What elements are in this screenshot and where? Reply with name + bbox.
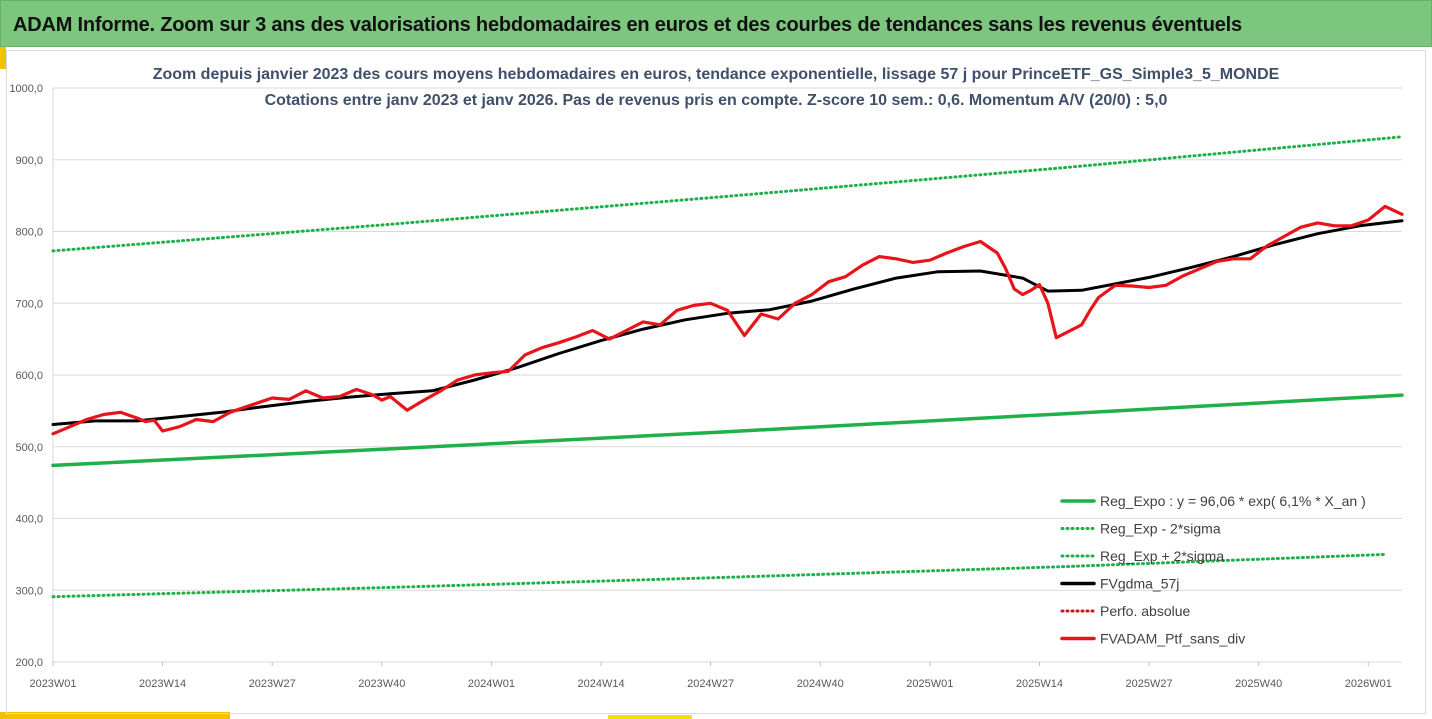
accent-bar-bottom-center	[608, 715, 692, 719]
x-tick-label: 2023W40	[358, 678, 405, 690]
y-tick-label: 300,0	[15, 585, 43, 597]
series-line-reg-expo-y-96-06-exp-6-1-x-an	[51, 393, 1404, 468]
x-tick-label: 2024W40	[797, 678, 844, 690]
x-tick-label: 2023W14	[139, 678, 186, 690]
x-tick-label: 2023W01	[29, 678, 76, 690]
x-tick-label: 2026W01	[1345, 678, 1392, 690]
chart-frame	[6, 50, 1426, 714]
x-tick-label: 2025W01	[906, 678, 953, 690]
y-tick-label: 900,0	[15, 155, 43, 167]
y-tick-label: 400,0	[15, 514, 43, 526]
y-tick-label: 1000,0	[9, 83, 43, 95]
legend-label: FVgdma_57j	[1100, 576, 1179, 592]
x-tick-label: 2024W01	[468, 678, 515, 690]
legend-label: Reg_Expo : y = 96,06 * exp( 6,1% * X_an …	[1100, 493, 1366, 509]
y-tick-label: 700,0	[15, 298, 43, 310]
y-tick-label: 800,0	[15, 227, 43, 239]
legend-label: Reg_Exp + 2*sigma	[1100, 548, 1224, 564]
report-header: ADAM Informe. Zoom sur 3 ans des valoris…	[0, 0, 1432, 47]
x-tick-label: 2025W27	[1126, 678, 1173, 690]
legend-label: Reg_Exp - 2*sigma	[1100, 521, 1221, 537]
accent-bar-bottom	[0, 712, 230, 719]
series-line-reg-exp-2-sigma	[51, 135, 1404, 253]
chart-subtitle: Cotations entre janv 2023 et janv 2026. …	[264, 92, 1168, 109]
y-tick-label: 500,0	[15, 442, 43, 454]
y-tick-label: 200,0	[15, 657, 43, 669]
y-tick-label: 600,0	[15, 370, 43, 382]
series-line-fvadam-ptf-sans-div	[51, 204, 1404, 436]
series-line-fvgdma-57j	[51, 219, 1404, 426]
legend-label: FVADAM_Ptf_sans_div	[1100, 631, 1245, 647]
series-line-reg-exp-2-sigma	[51, 552, 1387, 599]
x-tick-label: 2024W27	[687, 678, 734, 690]
x-tick-label: 2025W14	[1016, 678, 1063, 690]
x-tick-label: 2023W27	[249, 678, 296, 690]
x-tick-label: 2024W14	[577, 678, 624, 690]
legend-label: Perfo. absolue	[1100, 603, 1190, 619]
report-title: ADAM Informe. Zoom sur 3 ans des valoris…	[13, 14, 1242, 36]
accent-bar-left	[0, 47, 6, 69]
chart-title: Zoom depuis janvier 2023 des cours moyen…	[152, 66, 1280, 83]
x-tick-label: 2025W40	[1235, 678, 1282, 690]
